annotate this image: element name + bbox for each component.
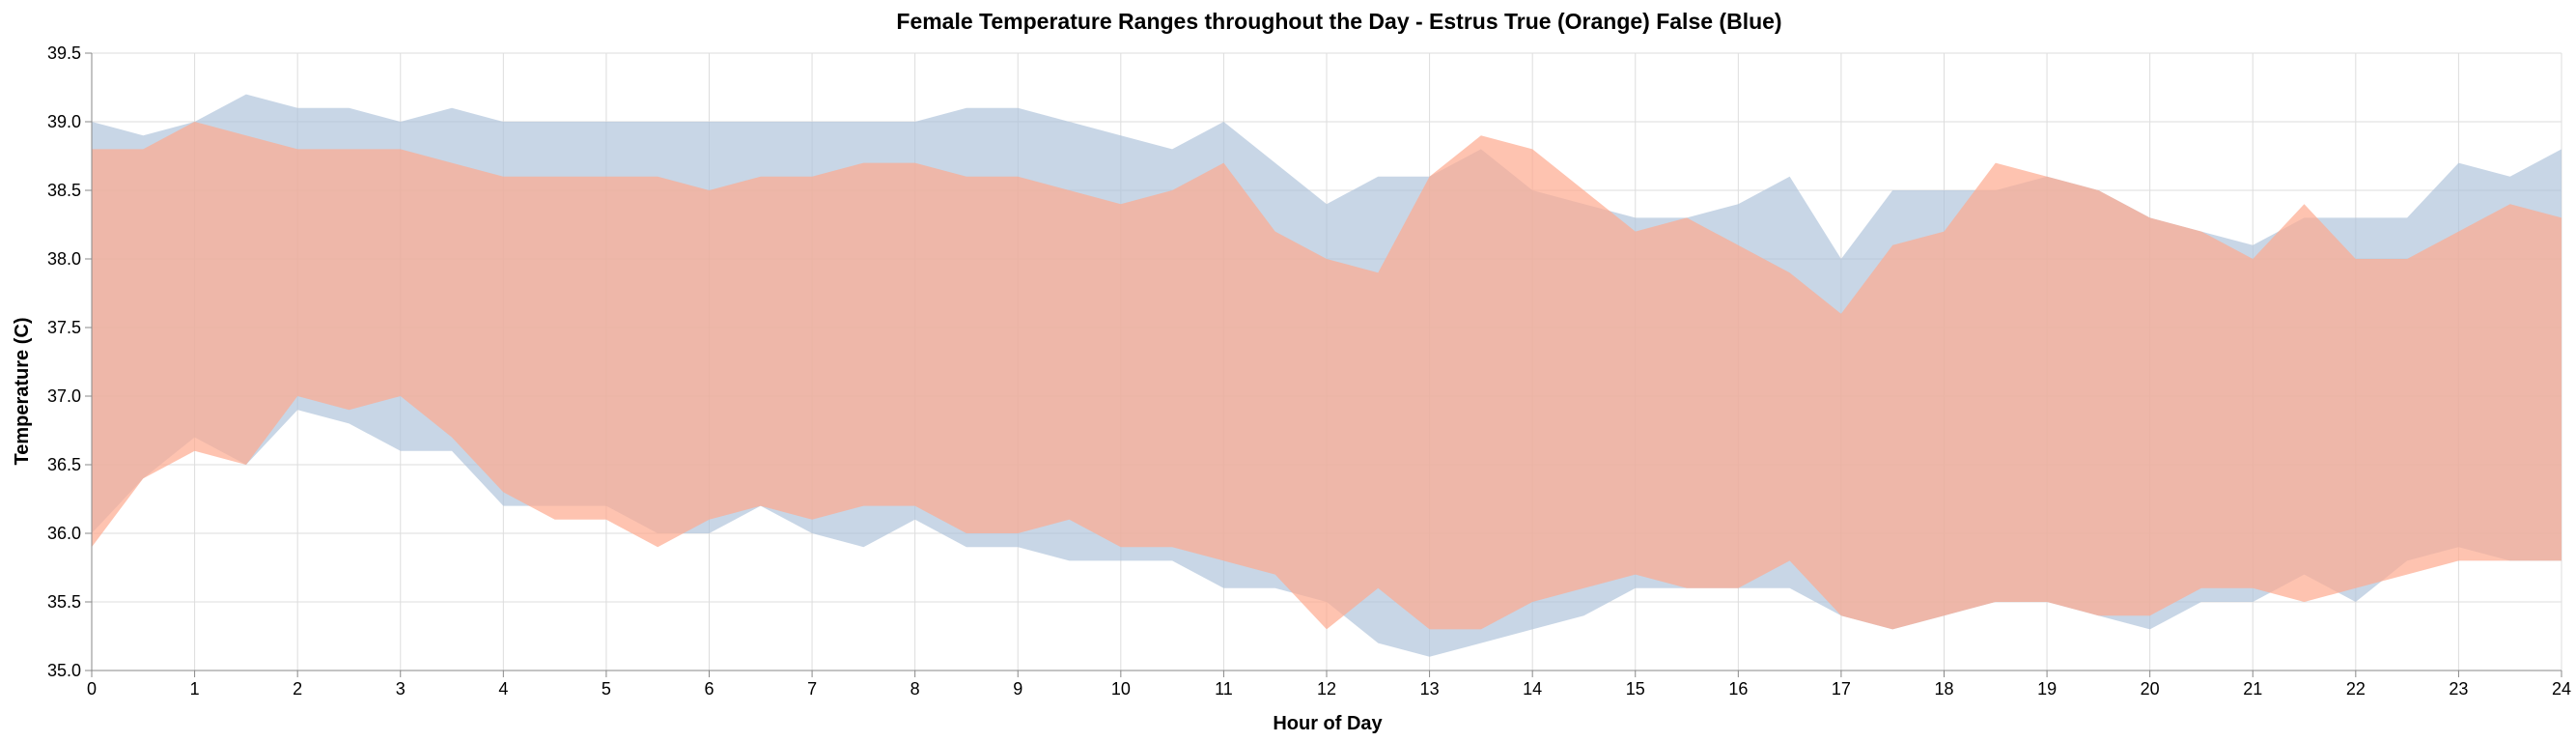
y-tick-label: 37.5 — [47, 318, 81, 337]
x-tick-label: 6 — [704, 679, 714, 699]
x-tick-label: 16 — [1728, 679, 1748, 699]
y-tick-label: 35.0 — [47, 661, 81, 680]
x-tick-label: 3 — [396, 679, 406, 699]
x-tick-label: 1 — [190, 679, 200, 699]
x-tick-label: 15 — [1626, 679, 1645, 699]
x-tick-label: 22 — [2346, 679, 2366, 699]
x-tick-label: 5 — [602, 679, 611, 699]
chart-title: Female Temperature Ranges throughout the… — [896, 9, 1781, 34]
estrus-true-range-area — [92, 122, 2562, 630]
x-tick-label: 0 — [87, 679, 97, 699]
x-tick-label: 21 — [2243, 679, 2262, 699]
x-tick-label: 19 — [2037, 679, 2057, 699]
y-tick-label: 35.5 — [47, 592, 81, 612]
y-tick-label: 36.0 — [47, 524, 81, 543]
y-tick-label: 37.0 — [47, 386, 81, 406]
y-tick-label: 36.5 — [47, 455, 81, 474]
axes: 0 1 2 3 4 5 6 7 8 9 10 11 12 13 14 15 16 17 18 19 20 21 22 23 24… — [47, 43, 2571, 699]
x-tick-label: 12 — [1317, 679, 1336, 699]
x-tick-label: 4 — [498, 679, 508, 699]
x-tick-label: 23 — [2449, 679, 2468, 699]
x-axis-title: Hour of Day — [1273, 713, 1383, 734]
x-tick-label: 13 — [1420, 679, 1440, 699]
plot-area — [92, 94, 2562, 657]
y-tick-label: 38.0 — [47, 249, 81, 269]
x-tick-label: 18 — [1934, 679, 1953, 699]
x-tick-label: 11 — [1215, 679, 1233, 699]
x-tick-label: 7 — [807, 679, 817, 699]
y-axis-title: Temperature (C) — [12, 318, 33, 466]
x-tick-label: 24 — [2552, 679, 2571, 699]
x-tick-label: 9 — [1013, 679, 1022, 699]
y-tick-label: 39.5 — [47, 43, 81, 63]
x-tick-label: 14 — [1523, 679, 1542, 699]
x-tick-label: 8 — [910, 679, 920, 699]
y-tick-label: 38.5 — [47, 181, 81, 200]
x-tick-label: 20 — [2141, 679, 2160, 699]
x-tick-label: 10 — [1111, 679, 1131, 699]
x-tick-label: 17 — [1832, 679, 1851, 699]
x-tick-label: 2 — [293, 679, 302, 699]
y-tick-label: 39.0 — [47, 112, 81, 131]
